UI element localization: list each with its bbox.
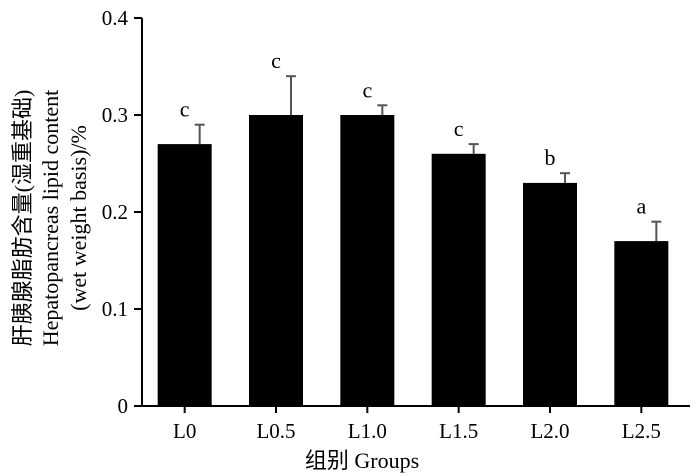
y-axis-label: 肝胰腺脂肪含量(湿重基础) Hepatopancreas lipid conten… bbox=[10, 90, 91, 347]
significance-label: c bbox=[180, 97, 190, 122]
y-axis-label-line: 肝胰腺脂肪含量(湿重基础) bbox=[10, 90, 35, 347]
y-tick-labels: 0 0.1 0.2 0.3 0.4 bbox=[102, 6, 129, 418]
x-tick-label: L2.5 bbox=[622, 419, 661, 443]
x-axis-label: 组别 Groups bbox=[305, 448, 419, 473]
y-tick-label: 0.2 bbox=[102, 200, 128, 224]
x-tick-label: L1.0 bbox=[348, 419, 387, 443]
y-axis-label-line: Hepatopancreas lipid content bbox=[38, 90, 63, 347]
significance-label: c bbox=[271, 48, 281, 73]
significance-label: b bbox=[545, 145, 556, 170]
bar-L0.5 bbox=[249, 115, 303, 406]
x-tick-label: L2.0 bbox=[530, 419, 569, 443]
y-axis-label-line: (wet weight basis)/% bbox=[66, 125, 91, 311]
x-tick-labels: L0 L0.5 L1.0 L1.5 L2.0 L2.5 bbox=[173, 419, 661, 443]
error-bars bbox=[194, 75, 662, 242]
axes bbox=[134, 17, 690, 413]
bar-L2.0 bbox=[523, 182, 577, 406]
significance-labels: c c c c b a bbox=[180, 48, 647, 219]
x-tick-label: L0.5 bbox=[256, 419, 295, 443]
significance-label: c bbox=[454, 116, 464, 141]
significance-label: a bbox=[636, 194, 646, 219]
y-tick-label: 0.1 bbox=[102, 297, 128, 321]
bar-L1.5 bbox=[431, 153, 486, 406]
y-tick-label: 0 bbox=[118, 394, 129, 418]
bar-L0 bbox=[157, 144, 212, 406]
significance-label: c bbox=[362, 77, 372, 102]
x-tick-label: L1.5 bbox=[439, 419, 478, 443]
bar-L1.0 bbox=[340, 115, 395, 406]
bar-L2.5 bbox=[614, 241, 669, 406]
y-tick-label: 0.4 bbox=[102, 6, 129, 30]
bars bbox=[157, 115, 669, 406]
x-tick-label: L0 bbox=[173, 419, 196, 443]
y-tick-label: 0.3 bbox=[102, 103, 128, 127]
